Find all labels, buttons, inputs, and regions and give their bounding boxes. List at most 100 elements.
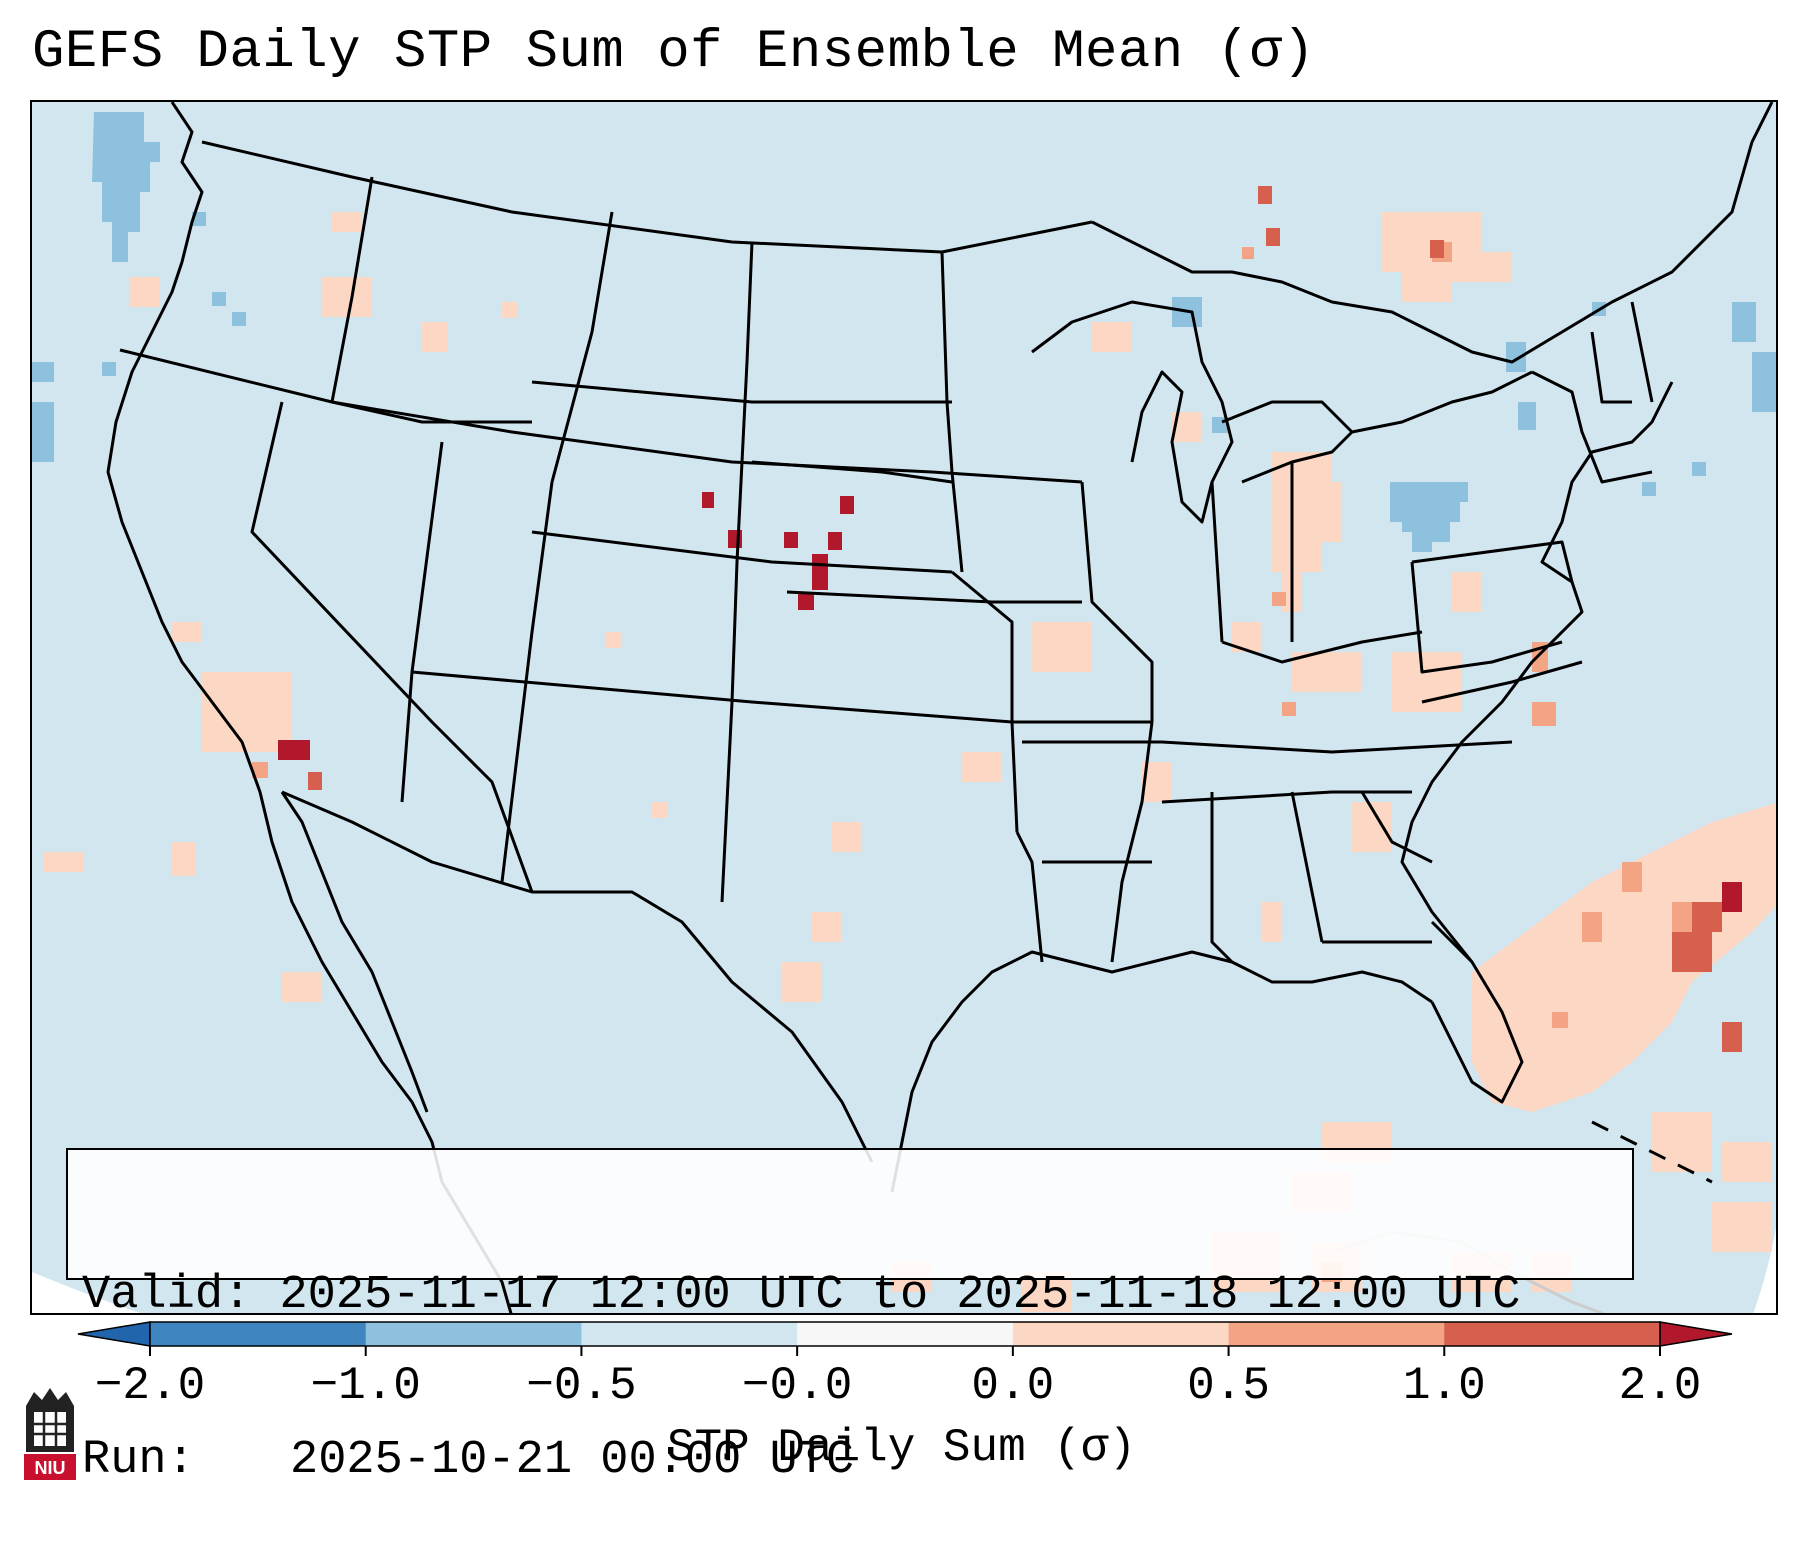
bahamas-coastline <box>1591 1120 1713 1184</box>
anomaly-cell <box>212 292 226 306</box>
anomaly-cell <box>1752 352 1776 412</box>
anomaly-cell <box>832 822 862 852</box>
anomaly-cell <box>1672 902 1692 932</box>
colorbar-tick-label: 0.0 <box>971 1360 1055 1412</box>
state-line <box>1210 481 1224 643</box>
anomaly-cell <box>1518 402 1536 430</box>
map-canvas <box>32 102 1776 1313</box>
anomaly-cell <box>1552 1012 1568 1028</box>
colorbar-segment <box>1444 1322 1661 1346</box>
anomaly-cell <box>44 852 84 872</box>
state-line <box>1022 740 1513 754</box>
valid-label: Valid: <box>82 1269 252 1322</box>
baja-coastline <box>280 791 429 1113</box>
state-line <box>720 241 754 903</box>
anomaly-cell <box>102 362 116 376</box>
anomaly-cell <box>1032 622 1092 672</box>
colorbar-tick-label: 1.0 <box>1402 1360 1486 1412</box>
gulf-coastline <box>890 950 1433 1193</box>
anomaly-cell <box>172 842 196 876</box>
valid-row: Valid: 2025-11-17 12:00 UTC to 2025-11-1… <box>82 1268 1618 1323</box>
state-line <box>250 401 534 893</box>
logo-window-grid <box>34 1412 66 1446</box>
colorbar-segment <box>365 1322 582 1346</box>
lake-ontario <box>1351 370 1533 434</box>
state-line <box>940 251 964 573</box>
northeast-coastline <box>1561 102 1774 334</box>
colorbar-tick-label: −2.0 <box>94 1360 206 1412</box>
canada-border <box>201 140 1093 254</box>
colorbar-segment <box>1228 1322 1445 1346</box>
anomaly-cell <box>784 532 798 548</box>
anomaly-cell <box>828 532 842 550</box>
anomaly-cell <box>962 752 1002 782</box>
colorbar-segment <box>581 1322 798 1346</box>
anomaly-cell <box>32 362 54 382</box>
anomaly-cell <box>252 762 268 778</box>
colorbar-label: STP Daily Sum (σ) <box>666 1422 1137 1474</box>
northern-border <box>1091 220 1563 364</box>
anomaly-cell <box>32 402 54 462</box>
anomaly-cell <box>606 632 622 648</box>
anomaly-cell <box>1732 302 1756 342</box>
colorbar-tick-label: 0.5 <box>1187 1360 1270 1412</box>
state-line <box>411 670 1152 724</box>
anomaly-cell <box>840 496 854 514</box>
state-line <box>550 211 614 483</box>
anomaly-cell <box>1692 462 1706 476</box>
colorbar-extend-high <box>1659 1321 1733 1347</box>
anomaly-cell <box>1272 592 1286 606</box>
colorbar-tick-label: −0.0 <box>741 1360 853 1412</box>
positive-anomaly-cells-strong <box>308 186 1742 1052</box>
anomaly-cell <box>1722 1142 1772 1182</box>
colorbar-outline <box>149 1321 1661 1347</box>
mexico-border <box>281 790 874 1163</box>
state-line <box>531 530 953 574</box>
anomaly-cell <box>1452 572 1482 612</box>
state-line <box>330 176 374 403</box>
state-line <box>531 380 952 404</box>
projection-corner-right <box>1753 1227 1776 1313</box>
state-line <box>1590 331 1632 404</box>
anomaly-cell <box>1266 228 1280 246</box>
west-coastline <box>106 102 513 1313</box>
anomaly-cell <box>1506 342 1526 372</box>
indiana-ohio-anomaly <box>1272 452 1342 612</box>
state-line <box>786 590 1082 604</box>
run-row: Run: 2025-10-21 00:00 UTC <box>82 1433 1618 1488</box>
mid-atlantic-anomaly <box>1392 652 1462 712</box>
state-line <box>1531 370 1653 484</box>
anomaly-cell <box>652 802 668 818</box>
state-line <box>1360 791 1433 864</box>
projection-corner <box>32 1272 141 1313</box>
state-line <box>500 481 554 883</box>
map-panel <box>30 100 1778 1315</box>
colorbar-ticks <box>149 1346 1661 1356</box>
state-line <box>1221 630 1423 664</box>
anomaly-cell <box>1242 247 1254 259</box>
state-line <box>1080 481 1154 722</box>
colorbar-extend-low <box>77 1321 151 1347</box>
valid-value: 2025-11-17 12:00 UTC to 2025-11-18 12:00… <box>279 1269 1521 1322</box>
anomaly-cell <box>308 772 322 790</box>
anomaly-cell <box>232 312 246 326</box>
anomaly-cell <box>798 592 814 610</box>
run-label: Run: <box>82 1434 195 1487</box>
colorbar-tick-label: −1.0 <box>310 1360 421 1412</box>
anomaly-cell <box>1092 322 1132 352</box>
anomaly-cell <box>1258 186 1272 204</box>
anomaly-cell <box>322 277 372 317</box>
state-line <box>1015 831 1044 963</box>
colorbar <box>77 1321 1733 1356</box>
anomaly-cell <box>1712 1202 1772 1252</box>
anomaly-cell <box>812 912 842 942</box>
state-line <box>1110 721 1154 963</box>
colorbar-tick-label: 2.0 <box>1618 1360 1702 1412</box>
state-line <box>1210 792 1234 964</box>
boundaries <box>106 102 1774 1313</box>
colorbar-segments <box>77 1321 1733 1347</box>
anomaly-cell <box>812 554 828 590</box>
anomaly-cell <box>1532 702 1556 726</box>
anomaly-cell <box>422 322 448 352</box>
anomaly-cell <box>130 277 160 307</box>
